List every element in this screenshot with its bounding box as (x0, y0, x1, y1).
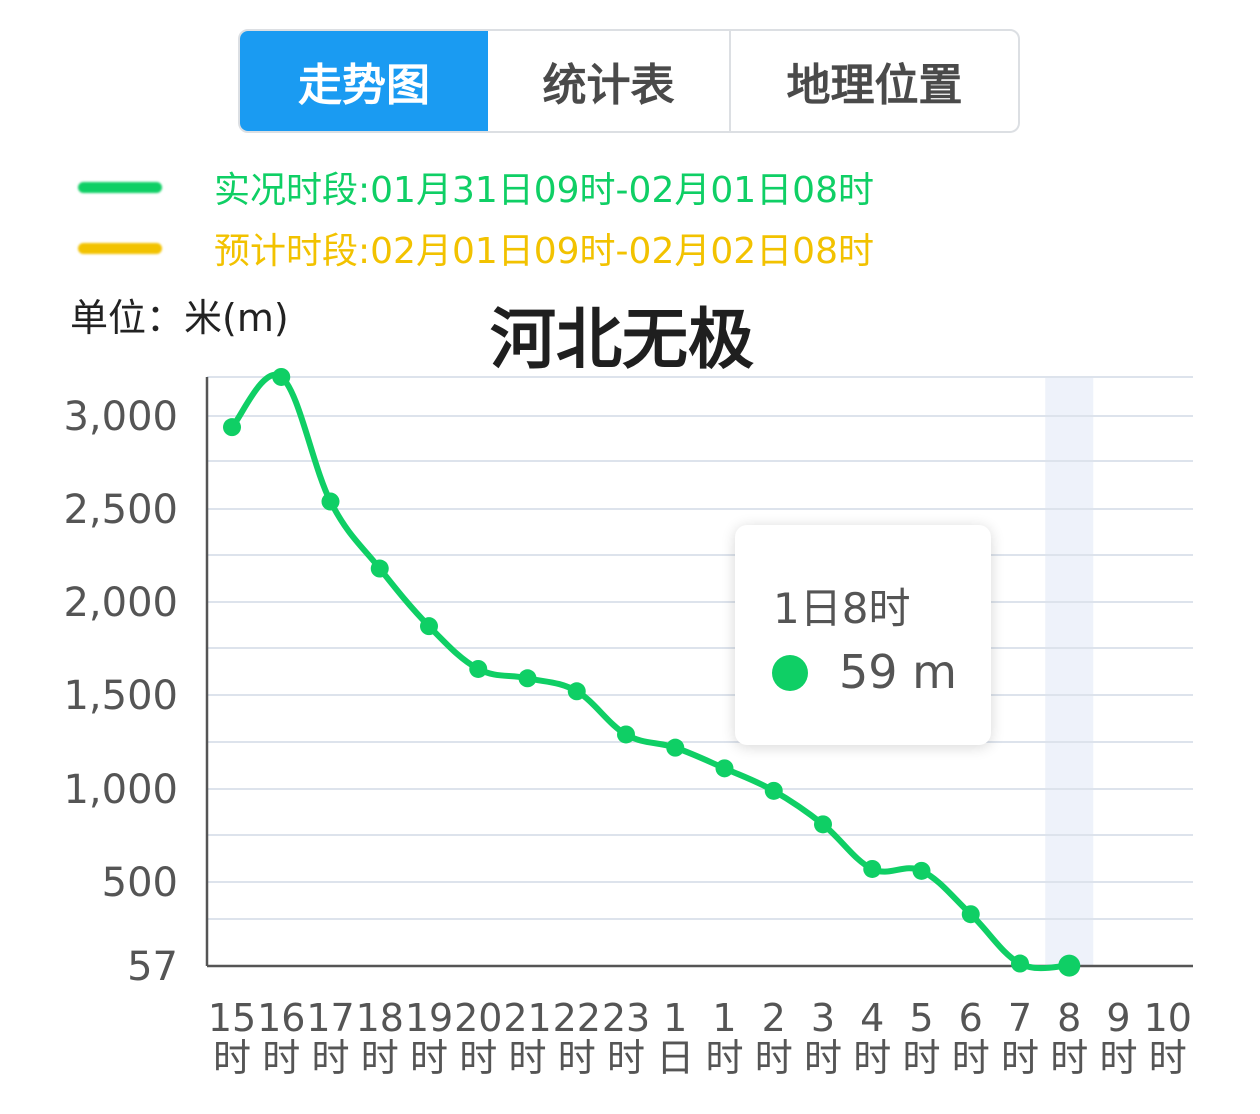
tooltip-series-dot (772, 655, 808, 691)
x-tick-label-unit: 时 (1001, 1036, 1039, 1080)
x-tick-label: 1 (712, 996, 736, 1040)
view-tabs: 走势图 统计表 地理位置 (238, 29, 1020, 133)
data-point (370, 559, 389, 578)
x-tick-label-unit: 时 (1050, 1036, 1088, 1080)
x-tick-label: 23 (602, 996, 650, 1040)
tab-statistics-table[interactable]: 统计表 (488, 31, 731, 131)
data-point (420, 617, 438, 636)
x-tick-label: 21 (503, 996, 551, 1040)
x-tick-label: 18 (356, 996, 404, 1040)
data-point (715, 759, 734, 778)
data-point (223, 418, 241, 437)
y-tick-label: 500 (102, 860, 178, 906)
x-tick-label-unit: 时 (705, 1036, 743, 1080)
x-tick-label-unit: 时 (410, 1036, 448, 1080)
chart-tooltip: 1日8时 59 m (735, 525, 991, 745)
x-tick-label-unit: 时 (361, 1036, 399, 1080)
data-point (961, 905, 980, 924)
x-tick-label-unit: 时 (853, 1036, 891, 1080)
highlight-band (1045, 377, 1094, 966)
x-tick-label: 5 (909, 996, 933, 1040)
data-point (1058, 954, 1081, 977)
tooltip-title: 1日8时 (773, 584, 911, 633)
x-tick-label-unit: 时 (213, 1036, 251, 1080)
legend-observed-swatch (78, 181, 162, 193)
legend-observed: 实况时段:01月31日09时-02月01日08时 (78, 162, 874, 212)
x-tick-label-unit: 时 (508, 1036, 546, 1080)
data-point (567, 682, 586, 701)
x-tick-label-unit: 时 (755, 1036, 793, 1080)
x-tick-label: 9 (1106, 996, 1130, 1040)
data-point (518, 669, 537, 688)
data-point (272, 367, 291, 386)
x-tick-label-unit: 时 (558, 1036, 596, 1080)
x-tick-label-unit: 日 (656, 1036, 694, 1080)
x-tick-label: 10 (1144, 996, 1192, 1040)
x-tick-label: 22 (553, 996, 601, 1040)
legend-forecast: 预计时段:02月01日09时-02月02日08时 (78, 223, 874, 273)
legend-forecast-swatch (78, 242, 162, 254)
data-point (912, 861, 931, 880)
tooltip-value: 59 m (839, 645, 957, 699)
x-tick-label: 4 (860, 996, 884, 1040)
x-tick-label: 20 (454, 996, 502, 1040)
x-tick-label: 8 (1057, 996, 1081, 1040)
x-tick-label-unit: 时 (1149, 1036, 1187, 1080)
y-tick-label: 57 (127, 944, 178, 990)
x-tick-label-unit: 时 (952, 1036, 990, 1080)
tab-trend[interactable]: 走势图 (240, 31, 488, 131)
unit-label: 单位：米(m) (70, 296, 289, 340)
x-tick-label-unit: 时 (804, 1036, 842, 1080)
data-point (1011, 954, 1029, 973)
y-tick-label: 3,000 (63, 394, 178, 440)
x-tick-label: 6 (959, 996, 983, 1040)
x-tick-label: 3 (811, 996, 835, 1040)
data-point (469, 659, 488, 678)
x-tick-label: 15 (208, 996, 256, 1040)
legend-forecast-label: 预计时段:02月01日09时-02月02日08时 (214, 231, 874, 272)
x-tick-label-unit: 时 (262, 1036, 300, 1080)
x-tick-label: 2 (762, 996, 786, 1040)
y-tick-label: 1,000 (63, 767, 178, 813)
y-tick-label: 2,500 (63, 487, 178, 533)
x-tick-label: 16 (257, 996, 305, 1040)
data-point (814, 815, 832, 834)
y-tick-label: 1,500 (63, 673, 178, 719)
x-tick-label: 17 (306, 996, 354, 1040)
x-tick-label-unit: 时 (1099, 1036, 1137, 1080)
data-point (666, 738, 685, 757)
x-tick-label: 19 (405, 996, 453, 1040)
x-tick-label: 1 (663, 996, 687, 1040)
chart-title: 河北无极 (490, 301, 754, 378)
legend-observed-label: 实况时段:01月31日09时-02月01日08时 (214, 170, 874, 211)
data-point (321, 492, 340, 511)
data-point (617, 725, 635, 744)
tab-geo-location[interactable]: 地理位置 (786, 60, 963, 111)
x-tick-label-unit: 时 (607, 1036, 645, 1080)
x-tick-label: 7 (1008, 996, 1032, 1040)
y-tick-label: 2,000 (63, 580, 178, 626)
x-tick-label-unit: 时 (902, 1036, 940, 1080)
x-tick-label-unit: 时 (459, 1036, 497, 1080)
x-tick-label-unit: 时 (311, 1036, 349, 1080)
data-point (863, 859, 882, 878)
data-point (764, 781, 783, 800)
